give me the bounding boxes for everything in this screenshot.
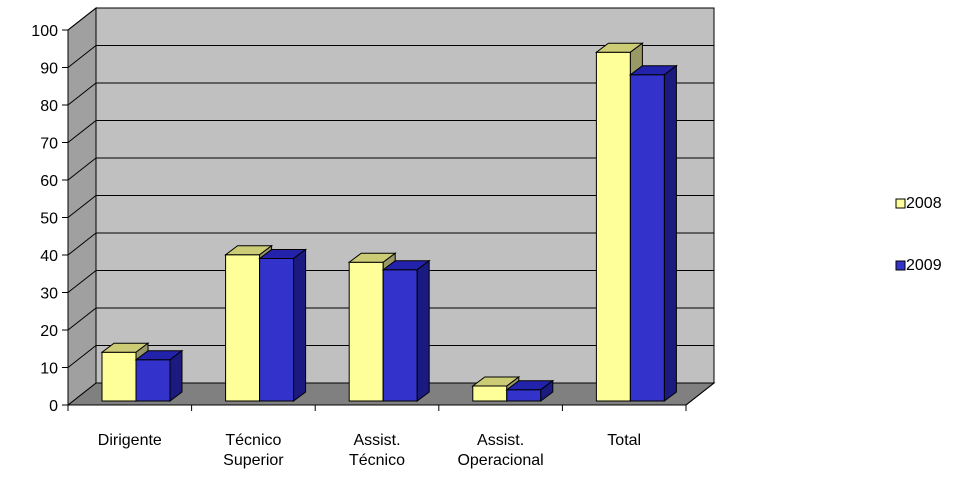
bar [628, 64, 678, 402]
y-tick-label: 100 [31, 23, 58, 40]
legend-label: 2008 [906, 195, 942, 212]
gridline-side [67, 232, 97, 256]
legend-label: 2009 [906, 257, 942, 274]
y-tick-label: 90 [40, 61, 58, 78]
y-tick-label: 50 [40, 211, 58, 228]
gridline-side [67, 120, 97, 143]
x-tick-label: Total [607, 432, 641, 449]
y-tick-label: 60 [40, 173, 58, 190]
y-tick-label: 30 [40, 286, 58, 303]
x-tick-label: Dirigente [98, 432, 162, 449]
bar-front [259, 258, 295, 402]
x-tick-label-line: Assist. [477, 432, 524, 449]
y-tick-label: 0 [49, 398, 58, 415]
y-tick-label: 20 [40, 323, 58, 340]
bar [258, 248, 308, 402]
x-tick-label-line: Total [607, 432, 641, 449]
gridline-side [67, 45, 97, 68]
bar [505, 379, 555, 402]
bar-side [540, 379, 554, 402]
gridline-side [67, 157, 97, 181]
x-tick-label: Assist. Operacional [457, 432, 543, 469]
bar [381, 259, 431, 402]
bar-front [101, 351, 137, 402]
x-tick-label-line: Assist. [353, 432, 400, 449]
x-tick-label: Assist. Técnico [349, 432, 405, 469]
gridline-side [67, 82, 97, 106]
bar-front [348, 261, 384, 402]
legend-swatch [895, 260, 906, 271]
bar-side [416, 259, 430, 402]
x-axis-depth [685, 382, 715, 406]
bar-front [629, 74, 665, 402]
bar-front [472, 385, 508, 402]
bar [134, 349, 184, 402]
bar-front [382, 269, 418, 402]
bar-side [293, 248, 307, 402]
y-tick-label: 80 [40, 98, 58, 115]
bar-front [595, 51, 631, 402]
x-tick-label-line: Técnico [349, 452, 405, 469]
gridline-side [67, 345, 97, 368]
y-tick-label: 70 [40, 136, 58, 153]
legend-item: 2008 [895, 195, 942, 212]
legend-item: 2009 [895, 257, 942, 274]
gridline-side [67, 270, 97, 293]
x-tick-label-line: Técnico [225, 432, 281, 449]
legend-swatch [895, 198, 906, 209]
bar-side [169, 349, 183, 402]
x-tick-label-line: Superior [223, 452, 284, 469]
x-tick-label: Técnico Superior [223, 432, 284, 469]
gridline-side [67, 307, 97, 331]
bar-side [663, 64, 677, 402]
bar-front [225, 254, 261, 402]
y-tick-label: 40 [40, 248, 58, 265]
x-tick-label-line: Dirigente [98, 432, 162, 449]
y-tick-label: 10 [40, 361, 58, 378]
gridline-side [67, 195, 97, 218]
gridline-side [67, 7, 97, 31]
bar-front [135, 359, 171, 402]
bar-front [506, 389, 542, 402]
x-tick-label-line: Operacional [457, 452, 543, 469]
